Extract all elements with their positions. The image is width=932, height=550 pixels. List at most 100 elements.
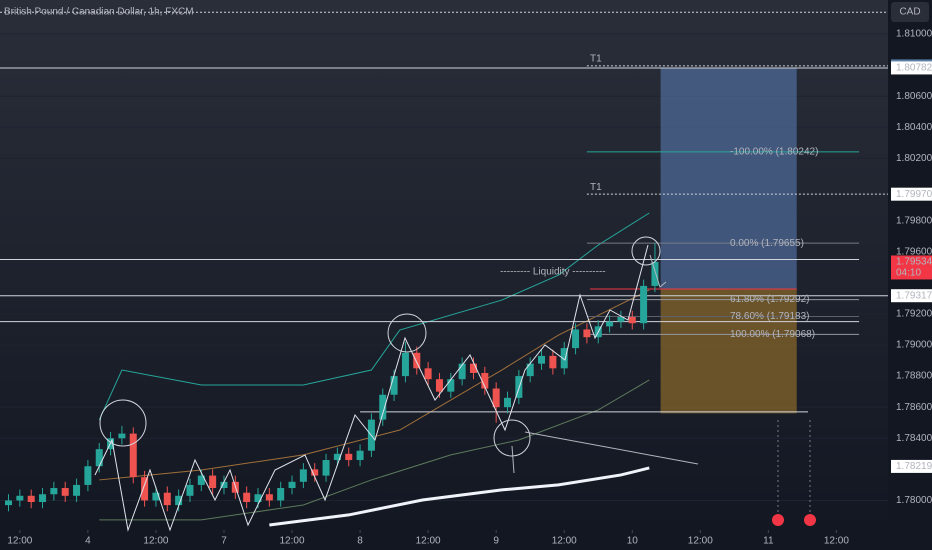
- layer: T1 T1 0.00% (1.79655) 61.80% (1.79292) 78.60…: [0, 11, 888, 527]
- candle-body: [277, 488, 285, 501]
- price-label: 1.79534: [896, 257, 932, 268]
- candle-body: [424, 368, 432, 380]
- x-tick-label: 9: [493, 536, 499, 547]
- candle-body: [356, 450, 364, 461]
- event-icon: [772, 514, 784, 526]
- candle-body: [288, 481, 296, 489]
- price-label: 1.79317: [896, 290, 932, 301]
- price-label: 1.79970: [896, 189, 932, 200]
- candle-body: [95, 449, 103, 467]
- overlay-line: [98, 212, 650, 421]
- candle-body: [606, 321, 614, 327]
- fib-label: 78.60% (1.79183): [730, 311, 810, 322]
- fib-label: 61.80% (1.79292): [730, 294, 810, 305]
- x-tick-label: 12:00: [280, 536, 305, 547]
- fib-label: -100.00% (1.80242): [730, 147, 818, 158]
- candle-body: [333, 453, 341, 461]
- circle: [493, 419, 531, 457]
- candle-body: [27, 495, 35, 503]
- countdown: 04:10: [896, 268, 921, 279]
- candle-body: [401, 352, 409, 377]
- x-tick-label: 12:00: [552, 536, 577, 547]
- candle-body: [617, 317, 625, 322]
- candle-body: [175, 495, 183, 506]
- x-tick-label: 12:00: [7, 536, 32, 547]
- candle-body: [651, 261, 659, 286]
- candle-body: [118, 433, 126, 439]
- candle-body: [345, 453, 353, 461]
- x-tick-label: 12:00: [824, 536, 849, 547]
- candle-body: [628, 317, 636, 324]
- candle-body: [209, 475, 217, 489]
- circle: [387, 313, 427, 353]
- arrow: [511, 445, 515, 474]
- candle-body: [481, 372, 489, 389]
- price-label-bg: [891, 459, 932, 473]
- circle: [99, 399, 147, 447]
- event-icon: [804, 514, 816, 526]
- candle-body: [5, 500, 13, 506]
- overlay-line: [99, 379, 650, 521]
- x-tick-label: 11: [763, 536, 774, 547]
- candle-body: [186, 484, 194, 496]
- circle: [631, 236, 661, 266]
- stop-zone: [660, 289, 797, 414]
- candle-body: [163, 492, 171, 506]
- x-tick-label: 8: [357, 536, 363, 547]
- candle-body: [254, 494, 262, 503]
- candle-body: [220, 481, 228, 489]
- candle-body: [526, 363, 534, 377]
- y-tick-label: 1.78600: [896, 402, 932, 413]
- candle-body: [16, 495, 24, 501]
- target-label: T1: [590, 54, 602, 65]
- overlay-line: [269, 466, 650, 527]
- y-tick-label: 1.79200: [896, 309, 932, 320]
- currency: CAD: [899, 7, 920, 18]
- candle-body: [583, 329, 591, 338]
- chart-title: British Pound / Canadian Dollar, 1h, FXC…: [4, 7, 194, 18]
- candle-body: [447, 379, 455, 392]
- candle-body: [538, 355, 546, 364]
- arrow: [524, 431, 699, 465]
- price-label-bg: [891, 289, 932, 303]
- x-tick-label: 12:00: [416, 536, 441, 547]
- candle-body: [39, 494, 47, 503]
- price-label-bg: [891, 61, 932, 75]
- y-tick-label: 1.79800: [896, 215, 932, 226]
- y-tick-label: 1.79600: [896, 246, 932, 257]
- target-zone: [660, 67, 797, 290]
- y-tick-label: 1.78800: [896, 371, 932, 382]
- y-tick-label: 1.78000: [896, 495, 932, 506]
- candle-body: [322, 460, 330, 476]
- candle-body: [141, 477, 149, 501]
- drawings: [94, 236, 699, 532]
- candle-body: [390, 376, 398, 395]
- zigzag: [94, 244, 649, 532]
- price-label: 1.80782: [896, 63, 932, 74]
- y-tick-label: 1.79000: [896, 340, 932, 351]
- candle-body: [413, 352, 421, 369]
- candle-body: [265, 494, 273, 501]
- currency-box: [891, 2, 929, 22]
- candle-body: [492, 388, 500, 408]
- candle-body: [504, 397, 512, 408]
- arrow: [649, 254, 667, 288]
- candle-body: [549, 355, 557, 369]
- fib-label: 100.00% (1.79068): [730, 329, 815, 340]
- candle-body: [50, 488, 58, 495]
- y-tick-label: 1.80200: [896, 153, 932, 164]
- annotation: --------- Liquidity ----------: [500, 267, 606, 278]
- target-label: T1: [590, 182, 602, 193]
- candle-body: [299, 469, 307, 482]
- y-tick-label: 1.81000: [896, 29, 932, 40]
- candle-body: [129, 433, 137, 478]
- candle-body: [152, 492, 160, 501]
- x-tick-label: 7: [221, 536, 227, 547]
- y-tick-label: 1.78400: [896, 433, 932, 444]
- x-tick-label: 12:00: [688, 536, 713, 547]
- candle-body: [469, 363, 477, 373]
- candle-body: [61, 488, 69, 496]
- x-tick-label: 10: [627, 536, 639, 547]
